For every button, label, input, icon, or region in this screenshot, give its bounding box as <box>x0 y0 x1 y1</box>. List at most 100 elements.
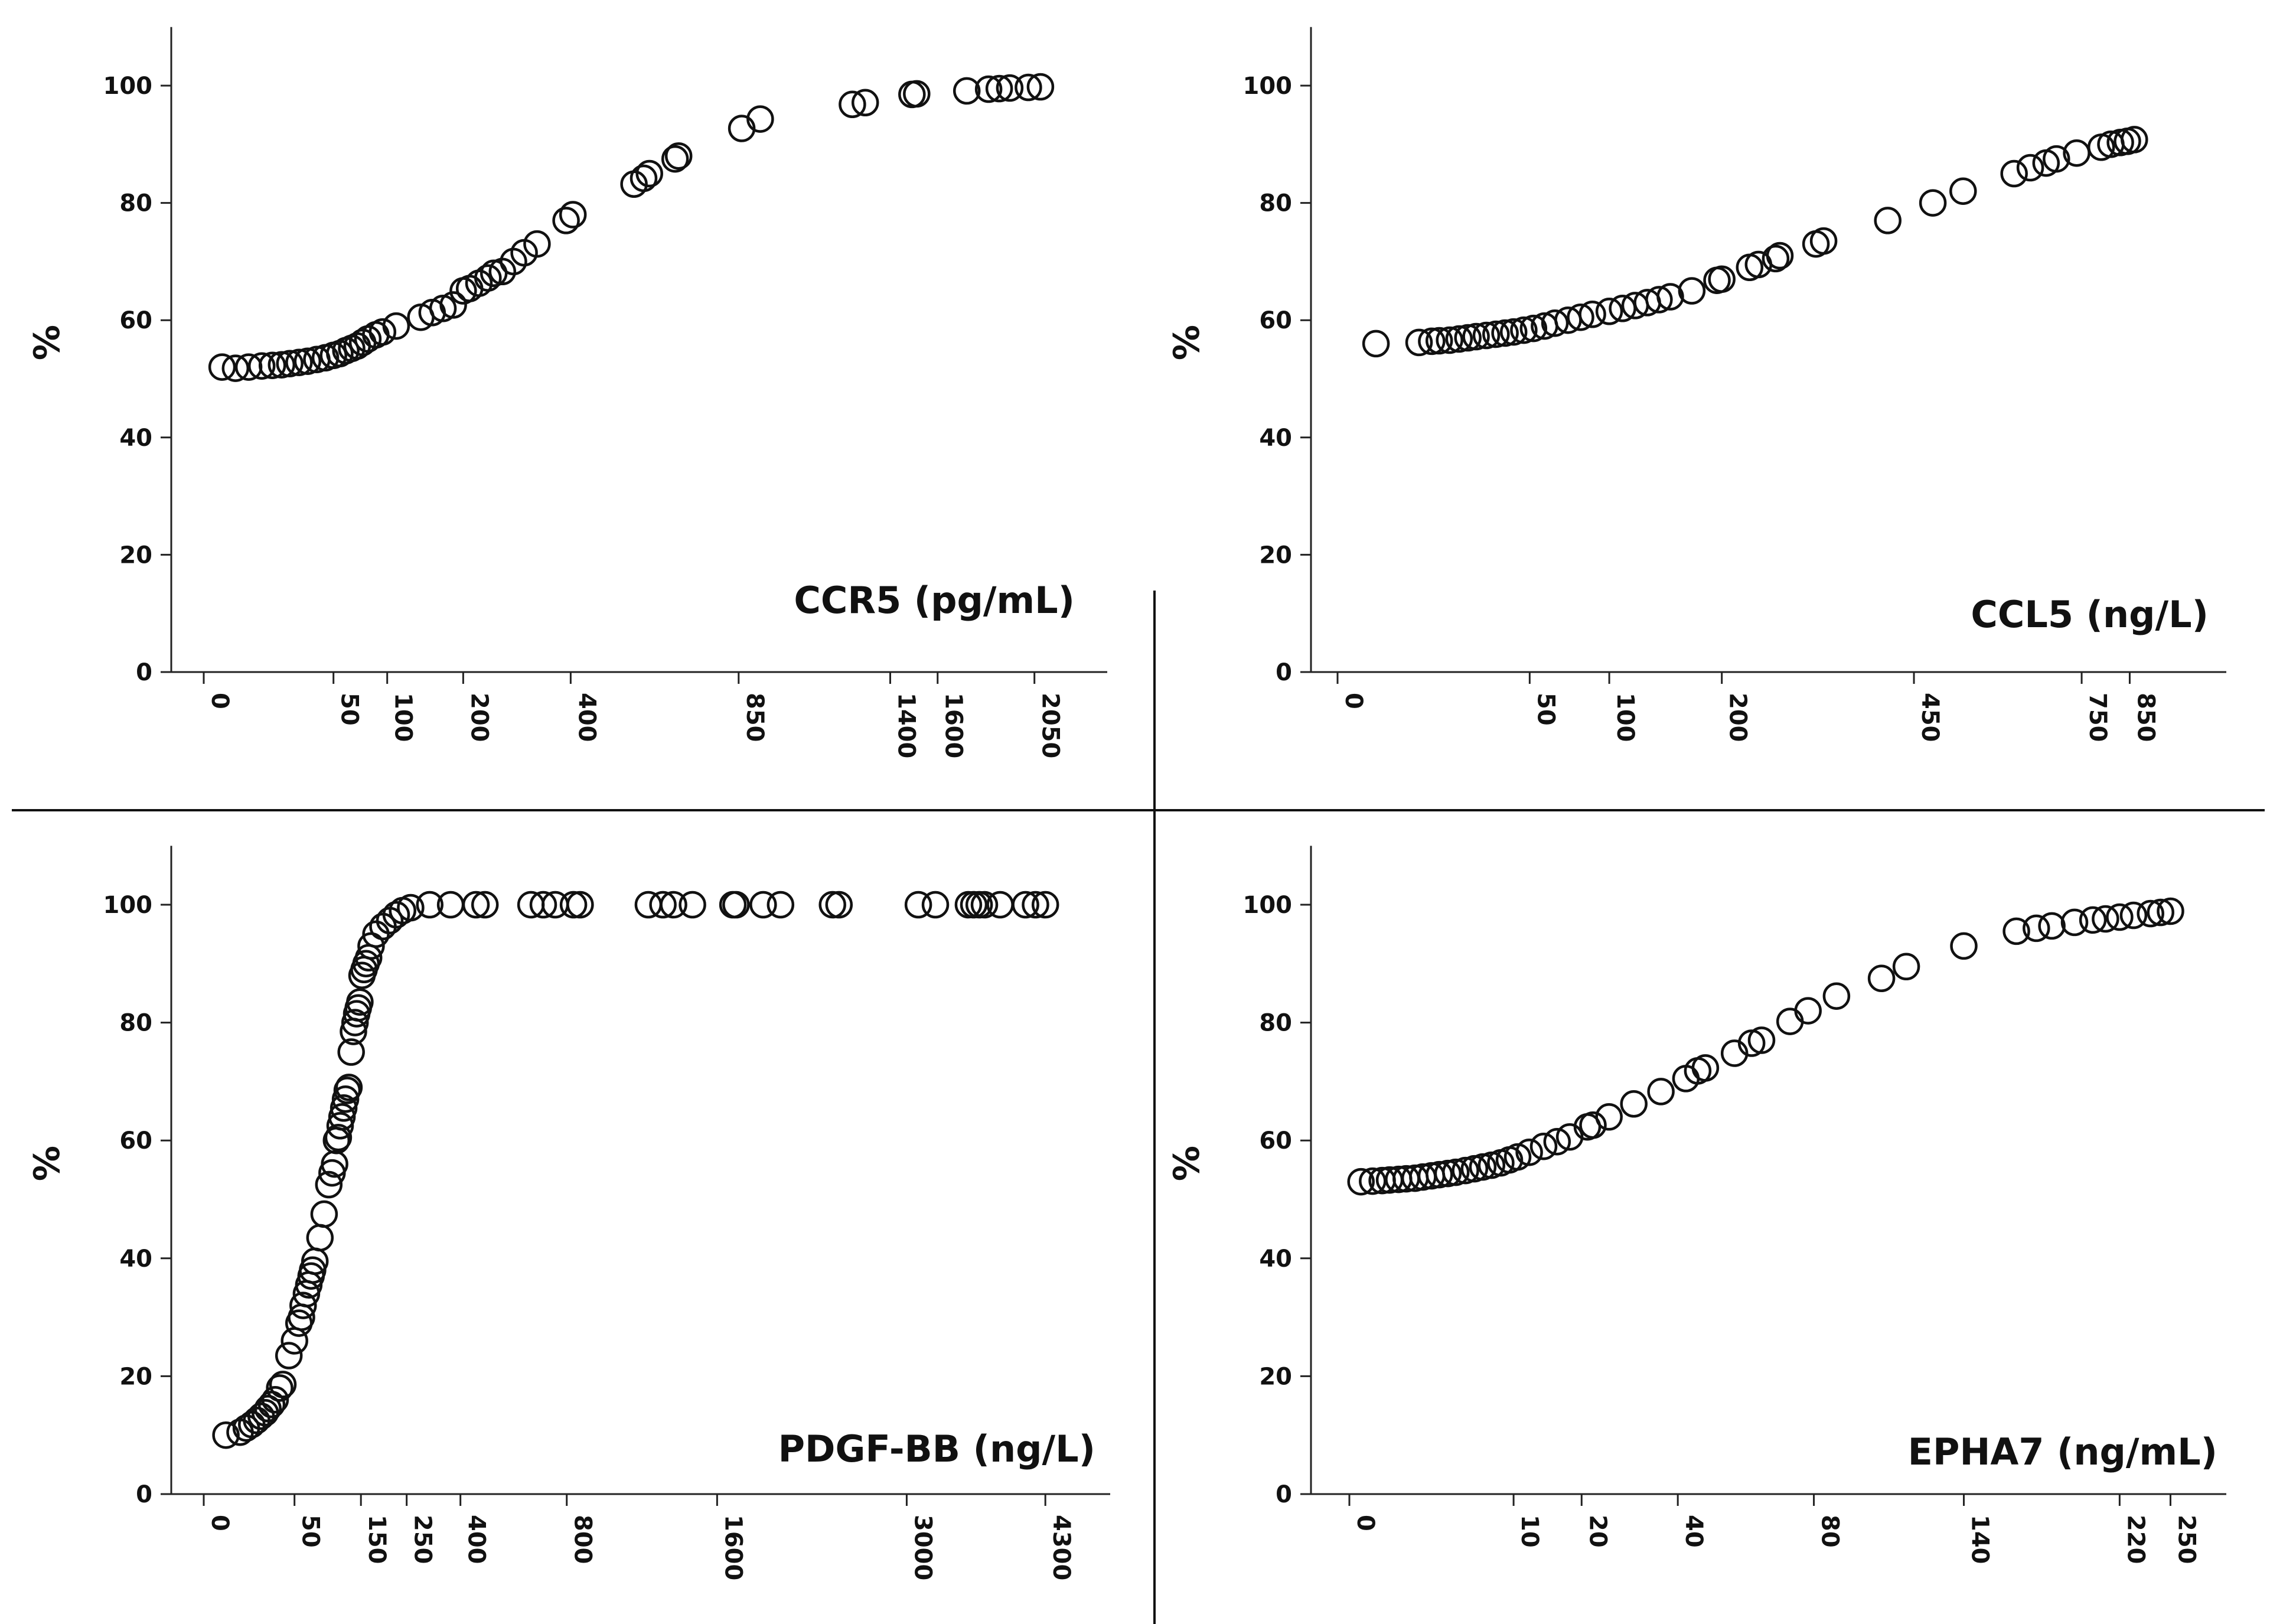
panel-pdgf-bb-x-tick-label: 1600 <box>719 1515 746 1580</box>
panel-pdgf-bb-x-tick-label: 250 <box>409 1515 436 1564</box>
panel-ccl5-data-point <box>1541 309 1569 337</box>
panel-epha7-y-axis-label: % <box>1166 1146 1208 1181</box>
panel-ccl5-x-tick-label: 450 <box>1916 693 1943 742</box>
panel-ccl5-x-tick-label: 100 <box>1612 693 1639 742</box>
panel-epha7-data-point <box>1794 997 1822 1025</box>
panel-epha7-data-point <box>2119 901 2148 930</box>
panel-epha7-data-point <box>2106 903 2134 931</box>
panel-ccl5-y-tick-label: 100 <box>1243 73 1293 100</box>
panel-epha7-y-tick-label: 0 <box>1276 1481 1292 1508</box>
panel-epha7-x-tick-label: 40 <box>1680 1515 1707 1548</box>
panel-pdgf-bb-data-point <box>337 1038 365 1066</box>
panel-epha7-data-point <box>1441 1158 1470 1186</box>
panel-ccr5-data-point <box>368 318 397 346</box>
panel-ccr5-data-point <box>293 347 322 375</box>
panel-epha7-data-point <box>1892 953 1920 981</box>
panel-epha7-data-point <box>1647 1078 1675 1106</box>
panel-ccl5-data-point <box>1645 286 1673 314</box>
panel-pdgf-bb-data-point <box>357 932 385 960</box>
panel-pdgf-bb-y-tick-label: 40 <box>119 1245 152 1273</box>
panel-pdgf-bb-data-point <box>266 1374 293 1402</box>
panel-ccr5-data-point <box>1026 73 1055 101</box>
panel-ccr5-data-point <box>552 207 580 234</box>
panel-ccr5-data-point <box>559 201 587 229</box>
panel-ccr5-y-axis-label: % <box>27 325 68 360</box>
panel-pdgf-bb-title: PDGF-BB (ng/L) <box>778 1427 1095 1470</box>
panel-epha7-y-tick-label: 80 <box>1259 1010 1292 1037</box>
panel-ccl5-data-point <box>2000 159 2028 188</box>
panel-pdgf-bb-y-tick-label: 100 <box>103 892 153 919</box>
panel-pdgf-bb-x-tick-label: 150 <box>363 1515 390 1564</box>
panel-ccl5-y-tick-label: 0 <box>1276 659 1292 686</box>
panel-pdgf-bb-data-point <box>330 1094 358 1122</box>
panel-epha7-data-point <box>1950 932 1978 960</box>
panel-epha7-y-tick-label: 40 <box>1259 1245 1292 1273</box>
panel-ccl5-data-point <box>1766 242 1794 270</box>
panel-ccl5-data-point <box>1678 277 1706 305</box>
panel-ccr5-data-point <box>839 90 866 119</box>
panel-pdgf-bb-y-tick-label: 60 <box>119 1127 152 1155</box>
panel-ccl5-data-point <box>1519 314 1548 343</box>
panel-epha7-data-point <box>1426 1160 1453 1189</box>
panel-ccr5-data-point <box>285 348 313 376</box>
panel-ccl5-data-point <box>1809 227 1838 255</box>
panel-ccr5-x-tick-label: 400 <box>573 693 600 742</box>
panel-epha7-data-point <box>2023 914 2050 943</box>
panel-epha7-title: EPHA7 (ng/mL) <box>1908 1430 2217 1473</box>
panel-ccl5-data-point <box>1491 319 1519 347</box>
panel-ccr5-data-point <box>258 351 286 379</box>
panel-pdgf-bb-data-point <box>331 1085 360 1113</box>
panel-epha7-data-point <box>2092 905 2119 933</box>
panel-pdgf-bb-y-tick-label: 20 <box>119 1363 152 1390</box>
panel-ccl5-data-point <box>1510 316 1538 344</box>
panel-ccl5-y-tick-label: 60 <box>1259 307 1292 334</box>
panel-pdgf-bb-data-point <box>261 1386 289 1414</box>
panel-ccr5-data-point <box>985 74 1013 103</box>
panel-epha7-data-point <box>1620 1090 1648 1118</box>
panel-ccr5-x-tick-label: 1400 <box>892 693 919 758</box>
panel-epha7-data-point <box>2002 917 2030 945</box>
panel-ccl5-data-point <box>2121 126 2148 154</box>
panel-pdgf-bb-data-point <box>269 1371 297 1398</box>
panel-pdgf-bb-y-tick-label: 0 <box>136 1481 152 1508</box>
panel-ccr5-data-point <box>635 159 663 188</box>
panel-ccl5-data-point <box>1482 320 1510 348</box>
panel-pdgf-bb-x-tick-label: 3000 <box>909 1515 936 1580</box>
panel-pdgf-bb-data-point <box>341 1009 369 1036</box>
panel-pdgf-bb-data-point <box>970 891 999 919</box>
panel-ccr5-data-point <box>851 89 879 117</box>
panel-pdgf-bb-data-point <box>254 1395 282 1423</box>
panel-pdgf-bb-data-point <box>397 893 425 922</box>
panel-ccl5-data-point <box>2043 145 2070 173</box>
panel-ccr5-data-point <box>221 354 250 382</box>
panel-epha7-data-point <box>1503 1143 1532 1171</box>
panel-ccl5-data-point <box>1362 330 1390 358</box>
panel-pdgf-bb-data-point <box>212 1421 240 1449</box>
panel-pdgf-bb-data-point <box>1012 891 1039 919</box>
panel-epha7-data-point <box>1867 964 1896 993</box>
panel-pdgf-bb-data-point <box>328 1103 356 1131</box>
panel-ccr5-data-point <box>630 164 658 193</box>
panel-epha7-data-point <box>1595 1103 1623 1131</box>
panel-ccl5-data-point <box>1454 324 1482 352</box>
panel-pdgf-bb-data-point <box>529 891 557 919</box>
panel-pdgf-bb-x-tick-label: 4300 <box>1048 1515 1075 1580</box>
panel-epha7-data-point <box>1359 1167 1387 1195</box>
panel-ccr5-data-point <box>953 77 981 105</box>
panel-pdgf-bb-data-point <box>335 1074 363 1101</box>
panel-ccr5-data-point <box>661 145 689 173</box>
panel-ccl5-data-point <box>1949 177 1977 205</box>
panel-ccl5-x-tick-label: 0 <box>1340 693 1367 709</box>
panel-ccl5-x-tick-label: 850 <box>2132 693 2159 742</box>
panel-ccl5-data-point <box>1418 327 1446 356</box>
panel-ccr5-data-point <box>664 142 693 170</box>
panel-epha7-data-point <box>2137 899 2164 928</box>
panel-ccl5-x-tick-label: 750 <box>2084 693 2111 742</box>
panel-ccl5-data-point <box>1578 301 1606 328</box>
panel-ccl5-data-point <box>1708 265 1736 293</box>
panel-ccl5-data-point <box>2016 154 2044 182</box>
panel-pdgf-bb-data-point <box>749 891 777 919</box>
panel-ccl5-title: CCL5 (ng/L) <box>1971 593 2209 636</box>
panel-epha7-data-point <box>2157 897 2184 925</box>
